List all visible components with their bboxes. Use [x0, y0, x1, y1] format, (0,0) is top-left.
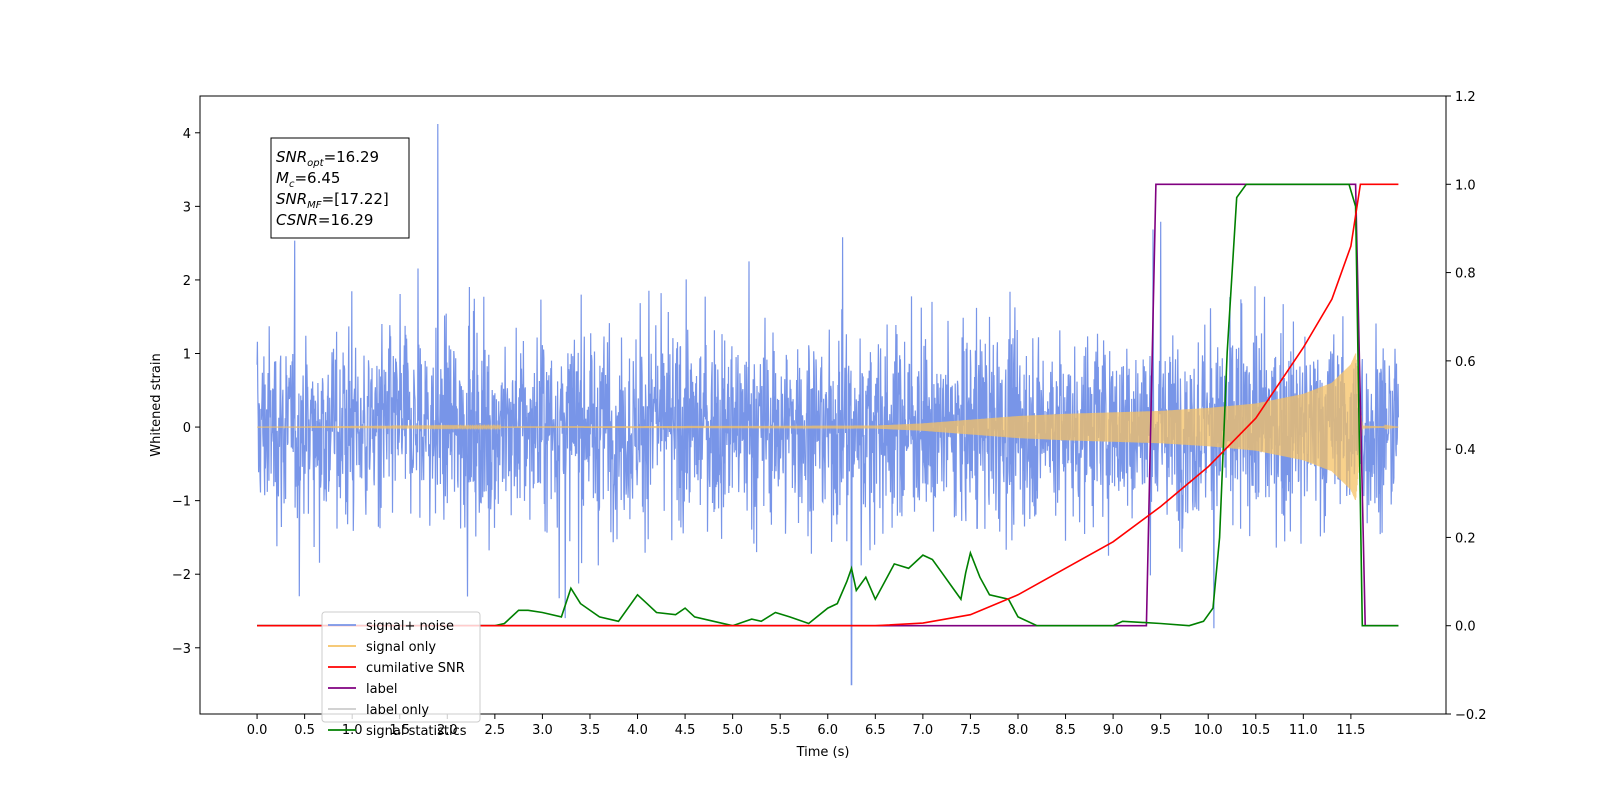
- y2-tick-label: 0.4: [1455, 443, 1476, 458]
- info-box: SNRopt=16.29 Mc=6.45 SNRMF=[17.22] CSNR=…: [270, 137, 410, 239]
- x-tick-label: 7.0: [913, 723, 934, 738]
- x-tick-label: 6.0: [817, 723, 838, 738]
- series-signal-noise: [256, 123, 1399, 686]
- info-csnr: CSNR=16.29: [276, 211, 373, 229]
- legend-item: label only: [366, 703, 429, 718]
- info-mc: Mc=6.45: [276, 169, 340, 190]
- x-tick-label: 2.5: [485, 723, 506, 738]
- series-signal-only: [257, 353, 1399, 501]
- x-tick-label: 10.0: [1194, 723, 1223, 738]
- y-tick-label: 1: [183, 348, 191, 363]
- y-tick-label: −1: [172, 495, 191, 510]
- y2-tick-label: 1.0: [1455, 178, 1476, 193]
- x-tick-label: 4.0: [627, 723, 648, 738]
- x-tick-label: 3.5: [580, 723, 601, 738]
- legend-item: label: [366, 682, 397, 697]
- info-snr-opt: SNRopt=16.29: [276, 148, 379, 169]
- y2-tick-label: 0.8: [1455, 267, 1476, 282]
- legend-frame: [321, 611, 481, 723]
- x-tick-label: 0.0: [247, 723, 268, 738]
- x-tick-label: 8.0: [1008, 723, 1029, 738]
- legend-item: signal+ noise: [366, 619, 454, 634]
- x-axis: 0.0 0.5 1.0 1.5 2.0 2.5 3.0 3.5 4.0 4.5 5.0 5.5 6.0 6…: [247, 714, 1365, 738]
- x-tick-label: 2.0: [437, 723, 458, 738]
- y-tick-label: 3: [183, 200, 191, 215]
- x-tick-label: 10.5: [1241, 723, 1270, 738]
- x-tick-label: 11.5: [1336, 723, 1365, 738]
- y2-tick-label: 0.0: [1455, 620, 1476, 635]
- y2-tick-label: 0.2: [1455, 531, 1476, 546]
- y-axis-left: 4 3 2 1 0 −1 −2 −3: [172, 127, 200, 657]
- x-tick-label: 0.5: [294, 723, 315, 738]
- x-tick-label: 7.5: [960, 723, 981, 738]
- x-tick-label: 6.5: [865, 723, 886, 738]
- y-tick-label: 2: [183, 274, 191, 289]
- info-snr-mf: SNRMF=[17.22]: [276, 190, 389, 211]
- y-axis-right: 1.2 1.0 0.8 0.6 0.4 0.2 0.0 −0.2: [1446, 90, 1487, 723]
- x-tick-label: 11.0: [1289, 723, 1318, 738]
- series-cumulative-snr: [257, 183, 1399, 627]
- y2-tick-label: 1.2: [1455, 90, 1476, 105]
- x-tick-label: 8.5: [1055, 723, 1076, 738]
- y-axis-label: Whitened strain: [149, 353, 164, 456]
- x-tick-label: 9.5: [1150, 723, 1171, 738]
- y-tick-label: 4: [183, 127, 191, 142]
- legend-item: signal only: [366, 640, 436, 655]
- x-tick-label: 9.0: [1103, 723, 1124, 738]
- x-tick-label: 1.5: [389, 723, 410, 738]
- legend-item: signal statistics: [366, 724, 467, 739]
- x-axis-label: Time (s): [796, 745, 850, 760]
- series-signal-statistics: [257, 183, 1399, 627]
- y2-tick-label: 0.6: [1455, 355, 1476, 370]
- legend: signal+ noise signal only cumilative SNR la…: [321, 611, 481, 739]
- y2-tick-label: −0.2: [1455, 708, 1487, 723]
- plot-frame: [199, 95, 1447, 715]
- x-tick-label: 3.0: [532, 723, 553, 738]
- x-tick-label: 5.0: [722, 723, 743, 738]
- series-layer: [256, 123, 1399, 686]
- y-tick-label: 0: [183, 421, 191, 436]
- x-tick-label: 5.5: [770, 723, 791, 738]
- y-tick-label: −2: [172, 568, 191, 583]
- x-tick-label: 4.5: [675, 723, 696, 738]
- y-tick-label: −3: [172, 642, 191, 657]
- legend-item: cumilative SNR: [366, 661, 465, 676]
